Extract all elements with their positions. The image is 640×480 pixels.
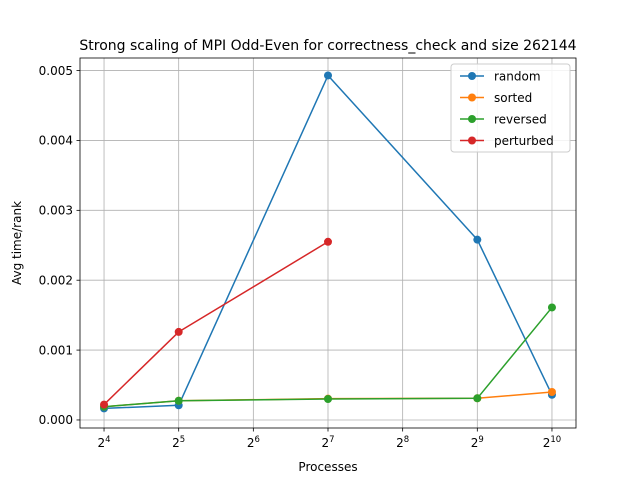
y-tick-label: 0.004 bbox=[39, 134, 73, 148]
x-tick-base: 2 bbox=[543, 436, 551, 450]
x-tick-exponent: 9 bbox=[478, 435, 483, 445]
data-point-sorted bbox=[547, 388, 556, 397]
x-tick-exponent: 4 bbox=[105, 435, 110, 445]
x-tick-exponent: 8 bbox=[404, 435, 409, 445]
x-tick-label: 26 bbox=[247, 435, 260, 450]
chart-title: Strong scaling of MPI Odd-Even for corre… bbox=[79, 38, 576, 54]
legend-marker-sorted bbox=[468, 93, 476, 102]
x-tick-exponent: 6 bbox=[254, 435, 259, 445]
x-tick-base: 2 bbox=[471, 436, 479, 450]
x-axis: 24 25 26 27 28 29 210 bbox=[98, 428, 561, 450]
legend-label-sorted: sorted bbox=[494, 91, 532, 105]
legend: random sorted reversed perturbed bbox=[450, 63, 571, 153]
data-point-random bbox=[324, 71, 332, 80]
legend-label-random: random bbox=[494, 69, 541, 83]
x-tick-base: 2 bbox=[172, 436, 180, 450]
y-axis: 0.000 0.001 0.002 0.003 0.004 0.005 bbox=[39, 64, 80, 427]
y-tick-label: 0.003 bbox=[39, 204, 73, 218]
data-point-perturbed bbox=[100, 400, 109, 409]
data-point-reversed bbox=[473, 394, 482, 403]
x-tick-label: 29 bbox=[471, 435, 484, 450]
y-tick-label: 0.005 bbox=[39, 64, 73, 78]
data-point-perturbed bbox=[324, 237, 332, 246]
x-tick-label: 25 bbox=[172, 435, 185, 450]
x-tick-label: 27 bbox=[321, 435, 334, 450]
legend-marker-perturbed bbox=[468, 136, 476, 145]
x-tick-base: 2 bbox=[98, 436, 106, 450]
x-tick-exponent: 7 bbox=[329, 435, 334, 445]
series-layer bbox=[100, 71, 556, 413]
x-tick-base: 2 bbox=[321, 436, 329, 450]
legend-box bbox=[450, 63, 571, 153]
x-tick-label: 210 bbox=[543, 435, 561, 450]
data-point-reversed bbox=[324, 395, 332, 404]
data-point-reversed bbox=[174, 396, 183, 405]
series-perturbed bbox=[100, 237, 332, 409]
data-point-random bbox=[473, 235, 482, 244]
y-tick-label: 0.001 bbox=[39, 343, 73, 357]
x-tick-exponent: 5 bbox=[180, 435, 185, 445]
legend-marker-reversed bbox=[468, 115, 476, 123]
y-axis-label: Avg time/rank bbox=[10, 201, 24, 285]
data-point-reversed bbox=[547, 303, 556, 312]
x-tick-label: 24 bbox=[98, 435, 111, 450]
legend-label-perturbed: perturbed bbox=[494, 134, 554, 148]
y-tick-label: 0.000 bbox=[39, 413, 73, 427]
x-tick-base: 2 bbox=[396, 436, 404, 450]
data-point-perturbed bbox=[174, 327, 183, 336]
x-tick-exponent: 10 bbox=[550, 435, 561, 445]
legend-label-reversed: reversed bbox=[494, 112, 547, 126]
x-tick-label: 28 bbox=[396, 435, 409, 450]
legend-marker-random bbox=[468, 72, 476, 80]
x-tick-base: 2 bbox=[247, 436, 255, 450]
y-tick-label: 0.002 bbox=[39, 273, 73, 287]
x-axis-label: Processes bbox=[298, 460, 357, 474]
